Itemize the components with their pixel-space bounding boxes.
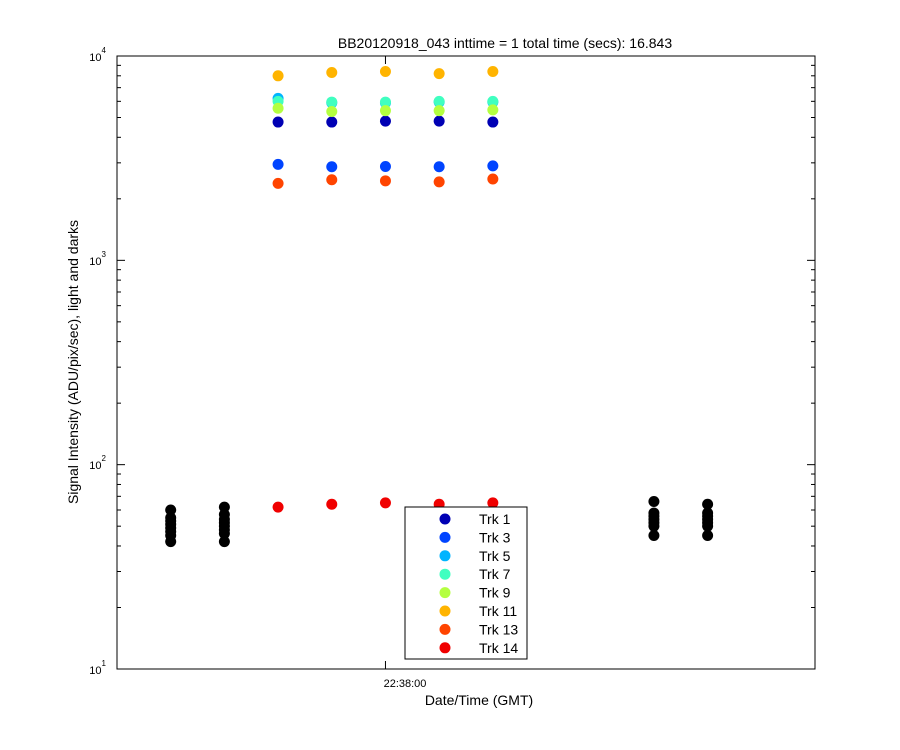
legend-marker-trk-9 bbox=[439, 587, 451, 599]
dark-point bbox=[165, 504, 177, 516]
trk-9-point bbox=[272, 102, 284, 114]
trk-11-point bbox=[379, 65, 391, 77]
trk-14-point bbox=[487, 497, 499, 509]
plot-frame bbox=[116, 55, 816, 670]
trk-1-point bbox=[272, 116, 284, 128]
trk-13-point bbox=[379, 175, 391, 187]
trk-11-point bbox=[433, 68, 445, 80]
tick-marks bbox=[117, 56, 815, 670]
data-points bbox=[165, 65, 714, 548]
trk-3-point bbox=[487, 160, 499, 172]
y-axis-label: Signal Intensity (ADU/pix/sec), light an… bbox=[65, 220, 81, 504]
trk-11-point bbox=[487, 65, 499, 77]
y-tick-label: 103 bbox=[89, 250, 106, 268]
trk-13-point bbox=[433, 176, 445, 188]
trk-9-point bbox=[379, 105, 391, 117]
trk-9-point bbox=[326, 106, 338, 118]
dark-point bbox=[648, 496, 660, 508]
x-tick-label: 22:38:00 bbox=[384, 678, 427, 690]
trk-3-point bbox=[272, 158, 284, 170]
trk-3-point bbox=[326, 161, 338, 173]
legend-label-trk-11: Trk 11 bbox=[479, 603, 517, 619]
legend-box bbox=[404, 506, 528, 660]
trk-14-point bbox=[272, 501, 284, 513]
legend-marker-trk-13 bbox=[439, 623, 451, 635]
trk-1-point bbox=[487, 116, 499, 128]
legend-marker-trk-1 bbox=[439, 513, 451, 525]
dark-point bbox=[218, 501, 230, 513]
y-tick-label: 102 bbox=[89, 454, 106, 472]
dark-point bbox=[702, 530, 714, 542]
legend-label-trk-3: Trk 3 bbox=[479, 529, 511, 545]
trk-9-point bbox=[487, 104, 499, 116]
y-tick-label: 104 bbox=[89, 46, 106, 64]
trk-1-point bbox=[326, 116, 338, 128]
dark-point bbox=[648, 507, 660, 519]
trk-13-point bbox=[487, 173, 499, 185]
legend-label-trk-1: Trk 1 bbox=[479, 511, 511, 527]
dark-point bbox=[165, 512, 177, 524]
dark-point bbox=[648, 530, 660, 542]
legend-label-trk-5: Trk 5 bbox=[479, 548, 511, 564]
legend-marker-trk-3 bbox=[439, 531, 451, 543]
legend-marker-trk-14 bbox=[439, 642, 451, 654]
trk-1-point bbox=[379, 115, 391, 127]
trk-11-point bbox=[326, 67, 338, 79]
trk-7-point bbox=[326, 96, 338, 108]
trk-3-point bbox=[433, 161, 445, 173]
legend: Trk 1 Trk 3 Trk 5 Trk 7 Trk 9 Trk 11 Trk 13 Trk… bbox=[404, 506, 528, 660]
legend-label-trk-14: Trk 14 bbox=[479, 640, 518, 656]
trk-7-point bbox=[487, 95, 499, 107]
trk-7-point bbox=[379, 96, 391, 108]
legend-label-trk-7: Trk 7 bbox=[479, 566, 511, 582]
trk-3-point bbox=[379, 160, 391, 172]
dark-point bbox=[702, 507, 714, 519]
trk-11-point bbox=[272, 70, 284, 82]
legend-marker-trk-5 bbox=[439, 550, 451, 562]
dark-point bbox=[702, 498, 714, 510]
trk-14-point bbox=[326, 498, 338, 510]
chart-title: BB20120918_043 inttime = 1 total time (s… bbox=[338, 35, 672, 51]
legend-marker-trk-11 bbox=[439, 605, 451, 617]
x-axis-label: Date/Time (GMT) bbox=[425, 692, 533, 708]
trk-13-point bbox=[272, 177, 284, 189]
legend-marker-trk-7 bbox=[439, 568, 451, 580]
dark-point bbox=[218, 536, 230, 548]
trk-1-point bbox=[433, 115, 445, 127]
trk-13-point bbox=[326, 174, 338, 186]
legend-label-trk-9: Trk 9 bbox=[479, 585, 511, 601]
legend-items: Trk 1 Trk 3 Trk 5 Trk 7 Trk 9 Trk 11 Trk 13 Trk… bbox=[439, 511, 518, 656]
trk-7-point bbox=[433, 95, 445, 107]
y-tick-label: 101 bbox=[89, 659, 106, 677]
y-tick-labels: 101 102 103 104 bbox=[89, 46, 106, 677]
trk-9-point bbox=[433, 105, 445, 117]
legend-label-trk-13: Trk 13 bbox=[479, 621, 518, 637]
trk-14-point bbox=[379, 497, 391, 509]
